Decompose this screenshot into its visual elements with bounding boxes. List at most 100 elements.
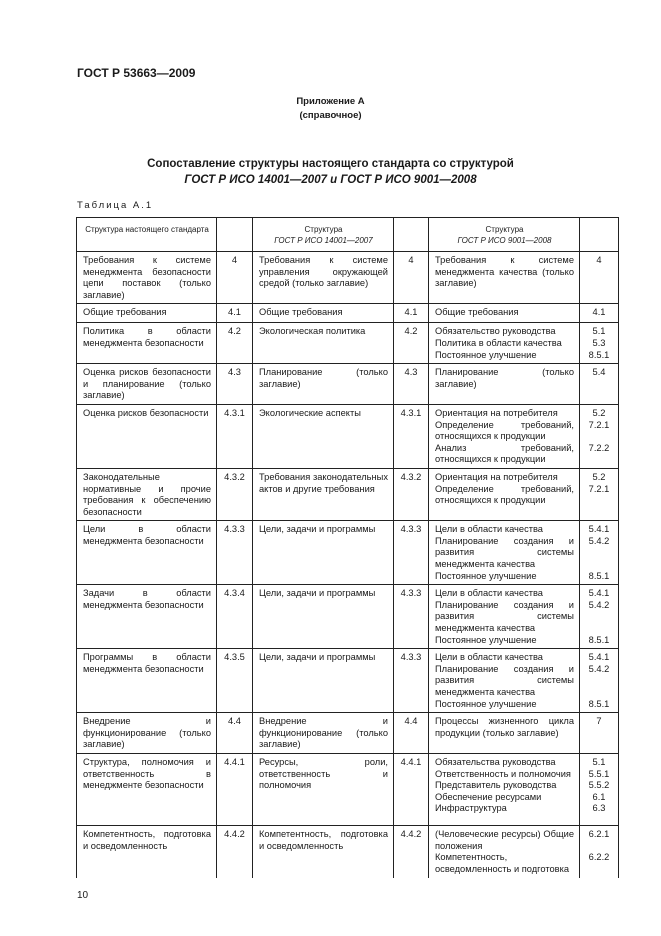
table-label: Таблица А.1	[77, 200, 154, 211]
iso9001-sections: Цели в области качества 5.4.1 Планирование…	[429, 521, 618, 585]
iso9001-section-title: Цели в области качества	[435, 524, 543, 535]
iso9001-section-number: 5.4	[592, 367, 606, 378]
iso9001-section-number: 7.2.1	[588, 483, 610, 494]
iso14001-section-title: Компетентность, подготовка и осведомленн…	[253, 825, 394, 878]
iso14001-section-title: Цели, задачи и программы	[253, 585, 394, 649]
iso9001-section-number: 8.5.1	[588, 349, 610, 360]
iso9001-section-title: Анализ требований, относящихся к продукц…	[435, 442, 574, 465]
iso9001-section-number: 5.1	[592, 756, 606, 767]
iso9001-entry: Постоянное улучшение 8.5.1	[429, 635, 618, 647]
iso9001-entry: Обеспечение ресурсами 6.1	[429, 792, 618, 804]
section-number: 4.3.5	[217, 649, 253, 713]
section-title: Программы в области менеджмента безопасн…	[77, 649, 217, 713]
iso9001-section-title: Определение требований, относящихся к пр…	[435, 419, 574, 442]
iso9001-section-number: 6.2.2	[588, 852, 610, 863]
appendix-subtitle: (справочное)	[299, 110, 362, 121]
iso9001-section-number: 5.4.1	[588, 652, 610, 663]
section-number: 4.3.3	[217, 521, 253, 585]
header-standard: ГОСТ Р ИСО 9001—2008	[457, 236, 552, 245]
iso9001-entry: Постоянное улучшение 8.5.1	[429, 699, 618, 711]
iso14001-section-number: 4.1	[394, 304, 429, 323]
iso9001-section-title: Компетентность, осведомленность и подгот…	[435, 852, 570, 874]
iso9001-section-title: Постоянное улучшение	[435, 634, 537, 645]
iso14001-section-number: 4.4	[394, 713, 429, 753]
page-number: 10	[77, 890, 89, 901]
section-number: 4.1	[217, 304, 253, 323]
iso9001-entry: Процессы жизненного цикла продукции (тол…	[429, 716, 618, 739]
iso14001-section-number: 4.4.2	[394, 825, 429, 878]
iso9001-section-number: 4.1	[592, 307, 606, 318]
iso9001-section-number: 6.3	[592, 803, 606, 814]
iso9001-section-title: Определение требований, относящихся к пр…	[435, 483, 574, 506]
iso9001-section-title: Ответственность и полномочия	[435, 768, 571, 779]
table-row: Оценка рисков безопасности 4.3.1 Экологиче…	[77, 404, 618, 469]
table-row: Законодательные нормативные и прочие тре…	[77, 468, 618, 522]
table-row: Политика в области менеджмента безопасно…	[77, 323, 618, 365]
iso14001-section-number: 4.3.3	[394, 521, 429, 585]
iso9001-section-title: (Человеческие ресурсы) Общие положения	[435, 828, 574, 851]
iso9001-sections: Процессы жизненного цикла продукции (тол…	[429, 713, 618, 753]
iso9001-entry: Планирование (только заглавие) 5.4	[429, 367, 618, 390]
iso9001-section-number: 5.1	[592, 326, 606, 337]
iso14001-section-number: 4.3	[394, 364, 429, 404]
iso9001-section-number: 7.2.2	[588, 442, 610, 453]
iso14001-section-title: Цели, задачи и программы	[253, 521, 394, 585]
iso14001-section-title: Цели, задачи и программы	[253, 649, 394, 713]
iso9001-section-number: 5.4.2	[588, 535, 610, 546]
header-standard: ГОСТ Р ИСО 14001—2007	[274, 236, 373, 245]
iso9001-entry: Ориентация на потребителя 5.2	[429, 472, 618, 484]
iso9001-entry: Обязательства руководства 5.1	[429, 757, 618, 769]
iso9001-section-title: Постоянное улучшение	[435, 698, 537, 709]
iso9001-section-title: Обеспечение ресурсами	[435, 791, 542, 802]
header-empty	[394, 218, 429, 251]
section-number: 4.4	[217, 713, 253, 753]
iso9001-entry: Компетентность, осведомленность и подгот…	[429, 852, 618, 875]
header-this-standard: Структура настоящего стандарта	[77, 218, 217, 251]
section-title: Компетентность, подготовка и осведомленн…	[77, 825, 217, 878]
iso9001-entry: Ориентация на потребителя 5.2	[429, 408, 618, 420]
iso14001-section-title: Внедрение и функционирование (только заг…	[253, 713, 394, 753]
header-label: Структура	[304, 225, 343, 234]
header-label: Структура	[485, 225, 524, 234]
iso14001-section-number: 4.2	[394, 323, 429, 364]
table-row: Структура, полномочия и ответственность …	[77, 753, 618, 826]
header-iso14001: Структура ГОСТ Р ИСО 14001—2007	[253, 218, 394, 251]
iso14001-section-title: Общие требования	[253, 304, 394, 323]
iso9001-section-number: 5.3	[592, 337, 606, 348]
iso9001-section-number: 8.5.1	[588, 634, 610, 645]
iso14001-section-title: Планирование (только заглавие)	[253, 364, 394, 404]
iso9001-entry: Цели в области качества 5.4.1	[429, 588, 618, 600]
iso9001-entry: (Человеческие ресурсы) Общие положения 6.…	[429, 829, 618, 852]
iso9001-entry: Требования к системе менеджмента качеств…	[429, 255, 618, 290]
table-row: Компетентность, подготовка и осведомленн…	[77, 825, 618, 878]
iso9001-section-title: Обязательства руководства	[435, 756, 556, 767]
iso9001-sections: Общие требования 4.1	[429, 304, 618, 323]
table-row: Программы в области менеджмента безопасн…	[77, 649, 618, 714]
iso9001-section-number: 5.4.2	[588, 599, 610, 610]
title-line-1: Сопоставление структуры настоящего станд…	[147, 158, 514, 170]
iso14001-section-title: Требования законодательных актов и други…	[253, 468, 394, 521]
iso9001-entry: Политика в области качества 5.3	[429, 338, 618, 350]
iso9001-section-number: 5.2	[592, 471, 606, 482]
iso9001-entry: Ответственность и полномочия 5.5.1	[429, 769, 618, 781]
title-line-2: ГОСТ Р ИСО 14001—2007 и ГОСТ Р ИСО 9001—…	[184, 174, 477, 186]
iso9001-sections: Цели в области качества 5.4.1 Планирование…	[429, 649, 618, 713]
table-row: Общие требования 4.1 Общие требования 4.1 Об…	[77, 304, 618, 324]
document-code: ГОСТ Р 53663—2009	[77, 66, 196, 80]
table-header-row: Структура настоящего стандарта Структура…	[77, 218, 618, 252]
iso14001-section-number: 4	[394, 252, 429, 304]
iso9001-section-number: 7	[596, 716, 602, 727]
iso9001-entry: Планирование создания и развития системы…	[429, 536, 618, 571]
table-row: Оценка рисков безопасности и планировани…	[77, 364, 618, 405]
iso9001-section-number: 5.5.2	[588, 780, 610, 791]
iso9001-entry: Цели в области качества 5.4.1	[429, 524, 618, 536]
iso9001-section-number: 5.4.1	[588, 588, 610, 599]
iso9001-section-number: 8.5.1	[588, 698, 610, 709]
iso14001-section-title: Экологические аспекты	[253, 404, 394, 468]
iso9001-section-number: 5.4.1	[588, 524, 610, 535]
iso9001-sections: Цели в области качества 5.4.1 Планирование…	[429, 585, 618, 649]
header-iso9001: Структура ГОСТ Р ИСО 9001—2008	[429, 218, 618, 251]
section-number: 4.3	[217, 364, 253, 404]
section-number: 4.2	[217, 323, 253, 364]
page-title: Сопоставление структуры настоящего станд…	[0, 156, 661, 188]
